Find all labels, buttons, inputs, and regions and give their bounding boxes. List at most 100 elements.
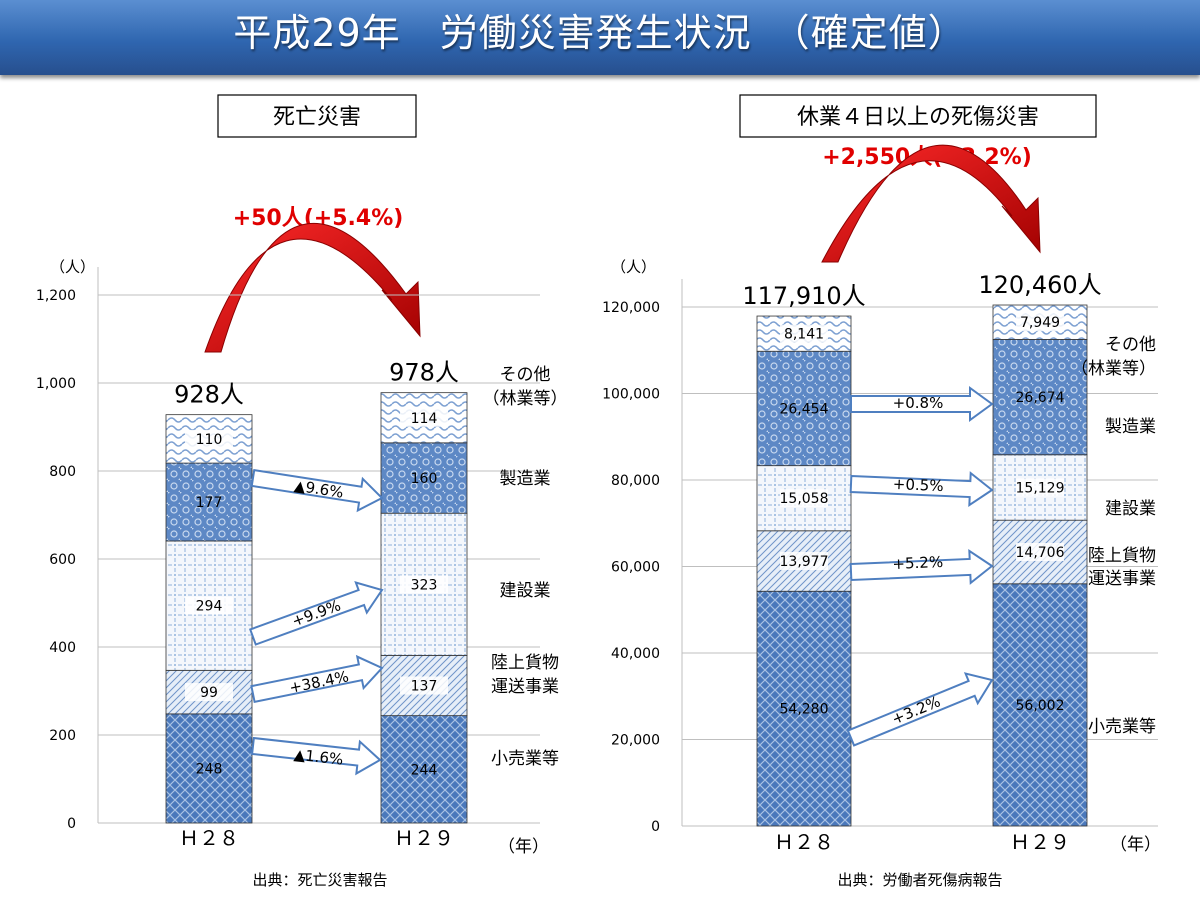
- series-legend-label: 小売業等: [1088, 717, 1156, 737]
- bar-label-bg: [780, 489, 828, 508]
- series-legend-label: 製造業: [1105, 417, 1156, 437]
- bar-label-bg: [185, 429, 233, 448]
- y-tick-label: 100,000: [602, 387, 660, 403]
- bar-value-label: 294: [196, 599, 223, 615]
- bar-label-bg: [185, 683, 233, 702]
- x-category-label: Ｈ２９: [1010, 830, 1070, 854]
- change-arrow: [251, 736, 382, 776]
- y-tick-label: 20,000: [611, 733, 660, 749]
- series-legend-label: （林業等）: [1071, 359, 1156, 379]
- bar-segment: [380, 715, 468, 824]
- bar-value-label: 110: [196, 432, 223, 448]
- series-legend-label: 建設業: [1105, 499, 1156, 519]
- bar-value-label: 248: [196, 761, 223, 777]
- change-arrow-shape: [849, 471, 994, 507]
- bar-label-bg: [780, 552, 828, 571]
- bar-total-label: 978人: [389, 359, 459, 387]
- source-note: 出典：労働者死傷病報告: [837, 871, 1002, 889]
- bar-total-label: 117,910人: [742, 282, 865, 310]
- bar-segment: [992, 583, 1088, 827]
- bar-segment: [756, 590, 852, 827]
- bar-label-bg: [400, 575, 448, 594]
- bar-value-label: 244: [411, 762, 438, 778]
- series-legend-label: 陸上貨物: [1088, 546, 1156, 566]
- change-arrow-shape: [250, 468, 384, 513]
- bar-value-label: 7,949: [1020, 315, 1060, 331]
- y-tick-label: 60,000: [611, 560, 660, 576]
- y-tick-label: 0: [67, 816, 76, 832]
- change-arrow: [248, 580, 384, 646]
- chart-1: 死亡災害+50人(+5.4%)02004006008001,0001,200（人…: [36, 94, 568, 889]
- bar-value-label: 26,674: [1016, 390, 1065, 406]
- x-category-label: Ｈ２９: [394, 826, 454, 850]
- bar-value-label: 15,129: [1016, 480, 1065, 496]
- bar-label-bg: [400, 676, 448, 695]
- series-legend-label: 製造業: [500, 469, 551, 489]
- bar-value-label: 14,706: [1016, 545, 1065, 561]
- bar-value-label: 323: [411, 577, 438, 593]
- change-arrow-shape: [849, 549, 994, 585]
- change-arrow-shape: [250, 654, 384, 704]
- change-percent-label: ▲1.6%: [293, 745, 344, 768]
- bar-label-bg: [1016, 542, 1064, 561]
- change-arrow: [849, 471, 994, 507]
- change-percent-label: +3.2%: [889, 692, 943, 728]
- bar-label-bg: [780, 324, 828, 343]
- series-legend-label: その他: [1105, 335, 1156, 355]
- change-arrow: [250, 654, 384, 704]
- series-legend-label: （林業等）: [483, 389, 568, 409]
- change-arrow-shape: [846, 672, 994, 747]
- y-unit-label: （人）: [611, 258, 656, 276]
- y-tick-label: 1,200: [36, 288, 76, 304]
- bar-value-label: 54,280: [780, 702, 829, 718]
- change-percent-label: ▲9.6%: [293, 476, 345, 501]
- bar-label-bg: [185, 596, 233, 615]
- bar-value-label: 26,454: [780, 401, 829, 417]
- change-arrow: [850, 386, 994, 422]
- bar-value-label: 114: [411, 411, 438, 427]
- chart-title: 休業４日以上の死傷災害: [797, 105, 1039, 130]
- bar-label-bg: [1016, 313, 1064, 332]
- bar-label-bg: [1016, 478, 1064, 497]
- series-legend-label: 小売業等: [491, 749, 559, 769]
- change-percent-label: +5.2%: [892, 553, 943, 573]
- curved-arrow: [821, 144, 1041, 263]
- y-tick-label: 0: [651, 819, 660, 835]
- source-note: 出典：死亡災害報告: [252, 871, 387, 889]
- change-arrow: [849, 549, 994, 585]
- y-tick-label: 200: [49, 728, 76, 744]
- series-legend-label: その他: [500, 365, 551, 385]
- change-percent-label: +0.5%: [893, 475, 944, 495]
- bar-value-label: 137: [411, 679, 438, 695]
- bar-value-label: 56,002: [1016, 698, 1065, 714]
- series-legend-label: 建設業: [500, 581, 551, 601]
- bar-value-label: 15,058: [780, 491, 829, 507]
- y-tick-label: 80,000: [611, 473, 660, 489]
- change-percent-label: +9.9%: [289, 596, 343, 630]
- bar-segment: [992, 338, 1088, 456]
- series-legend-label: 陸上貨物: [491, 653, 559, 673]
- x-category-label: Ｈ２８: [774, 830, 834, 854]
- chart-title-box: [217, 94, 417, 138]
- title-bar: 平成29年 労働災害発生状況 （確定値）: [0, 0, 1200, 75]
- y-tick-label: 120,000: [602, 300, 660, 316]
- x-category-label: Ｈ２８: [179, 826, 239, 850]
- series-legend-label: 運送事業: [1088, 569, 1156, 589]
- change-arrow-shape: [850, 386, 994, 422]
- bar-total-label: 928人: [174, 381, 244, 409]
- y-tick-label: 40,000: [611, 646, 660, 662]
- y-unit-label: （人）: [50, 258, 95, 276]
- y-tick-label: 600: [49, 552, 76, 568]
- series-legend-label: 運送事業: [491, 677, 559, 697]
- y-tick-label: 400: [49, 640, 76, 656]
- x-unit-label: （年）: [498, 837, 549, 857]
- change-percent-label: +0.8%: [893, 394, 944, 412]
- change-arrow-shape: [248, 580, 384, 646]
- bar-value-label: 177: [196, 495, 223, 511]
- bar-total-label: 120,460人: [978, 271, 1101, 299]
- bar-value-label: 13,977: [780, 554, 829, 570]
- curved-arrow: [204, 222, 421, 353]
- chart-2: 休業４日以上の死傷災害+2,550人(+2.2%)020,00040,00060…: [602, 94, 1161, 889]
- bar-segment: [165, 462, 253, 542]
